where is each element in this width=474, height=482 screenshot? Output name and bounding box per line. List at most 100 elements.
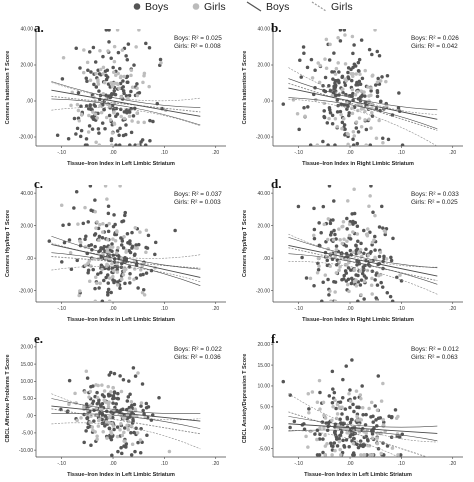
girls-point xyxy=(94,71,98,76)
boys-point xyxy=(362,228,366,233)
boys-point xyxy=(329,230,334,235)
boys-point xyxy=(344,438,349,442)
r-squared-label: Girls: R² = 0.025 xyxy=(411,199,458,206)
girls-point xyxy=(105,436,109,440)
girls-point xyxy=(352,134,357,138)
girls-point xyxy=(359,293,363,297)
boys-point xyxy=(369,185,373,188)
boys-point xyxy=(373,234,377,239)
boys-point xyxy=(344,364,348,368)
boys-point xyxy=(110,242,114,246)
boys-point xyxy=(305,65,310,70)
girls-point xyxy=(351,441,356,446)
girls-point xyxy=(351,230,355,234)
girls-point xyxy=(328,264,332,269)
girls-point xyxy=(308,276,313,281)
boys-point xyxy=(319,230,323,235)
y-tick-label: .00 xyxy=(263,256,270,262)
boys-point xyxy=(389,258,394,263)
boys-point xyxy=(145,246,150,250)
girls-point xyxy=(106,405,111,409)
girls-point xyxy=(375,80,380,84)
girls-point xyxy=(368,194,372,198)
girls-point xyxy=(112,121,117,125)
boys-point xyxy=(129,130,134,135)
boys-point xyxy=(375,271,379,275)
girls-point xyxy=(83,205,87,210)
y-tick-label: .00 xyxy=(263,99,270,105)
boys-point xyxy=(357,79,362,84)
girls-point xyxy=(101,221,105,226)
boys-point xyxy=(127,379,131,383)
girls-point xyxy=(118,428,122,432)
girls-point xyxy=(102,80,107,85)
girls-point xyxy=(369,86,373,90)
boys-point xyxy=(386,137,391,142)
boys-point xyxy=(334,406,338,411)
boys-point xyxy=(373,248,377,252)
girls-point xyxy=(316,256,321,261)
boys-point xyxy=(96,400,101,405)
x-tick-label: .20 xyxy=(449,150,456,156)
r-squared-label: Girls: R² = 0.063 xyxy=(411,354,458,361)
girls-point xyxy=(359,124,364,129)
boys-point xyxy=(125,399,130,403)
boys-point xyxy=(104,73,108,78)
girls-point xyxy=(347,392,351,396)
girls-point xyxy=(350,87,355,92)
girls-point xyxy=(159,61,163,65)
girls-point xyxy=(86,130,91,134)
boys-point xyxy=(113,222,117,227)
girls-point xyxy=(69,103,73,108)
y-axis-label: Conners Hyp/Imp T Score xyxy=(5,210,11,277)
girls-point xyxy=(126,419,131,424)
boys-point xyxy=(109,290,113,295)
boys-point xyxy=(107,29,111,32)
girls-point xyxy=(334,271,339,275)
scatter-panel-6: -.10 .00 .10 .20 -5.00 .00 5.00 10.00 15.00 20.00… xyxy=(242,331,463,478)
girls-point xyxy=(315,437,319,442)
boys-point xyxy=(106,290,110,295)
girls-point xyxy=(98,48,102,53)
boys-point xyxy=(141,287,146,292)
girls-point xyxy=(106,402,111,406)
boys-point xyxy=(399,279,404,283)
boys-point xyxy=(357,405,361,410)
y-tick-label: -20.00 xyxy=(256,288,270,294)
y-tick-label: 20.00 xyxy=(20,345,33,351)
boys-point xyxy=(111,401,115,405)
fit-lines xyxy=(288,67,438,146)
girls-point xyxy=(130,85,135,89)
boys-point xyxy=(79,104,83,109)
boys-point xyxy=(325,121,330,125)
girls-point xyxy=(382,228,387,233)
boys-point xyxy=(374,418,378,422)
x-axis-label: Tissue–Iron Index in Right Limbic Striat… xyxy=(302,161,414,167)
y-tick-label: 20.00 xyxy=(20,63,33,69)
boys-point xyxy=(317,221,321,225)
girls-point xyxy=(94,275,98,280)
boys-point xyxy=(334,93,338,98)
girls-point xyxy=(365,233,370,238)
boys-point xyxy=(341,377,345,382)
girls-fit-line xyxy=(51,256,201,269)
girls-point xyxy=(335,412,340,416)
boys-point xyxy=(86,68,90,73)
fit-lines xyxy=(288,393,438,457)
boys-point xyxy=(350,78,354,83)
boys-point xyxy=(125,231,130,236)
girls-point xyxy=(310,390,315,394)
boys-point xyxy=(358,443,363,447)
boys-point xyxy=(340,277,344,282)
boys-point xyxy=(391,236,395,241)
boys-point xyxy=(331,218,335,222)
boys-point xyxy=(374,296,378,300)
boys-point xyxy=(144,271,149,275)
boys-point xyxy=(325,258,330,263)
y-tick-label: -20.00 xyxy=(19,288,33,294)
girls-point xyxy=(326,237,330,242)
girls-point xyxy=(111,70,116,75)
boys-point xyxy=(144,41,148,46)
girls-point xyxy=(121,273,126,277)
boys-point xyxy=(95,390,99,395)
